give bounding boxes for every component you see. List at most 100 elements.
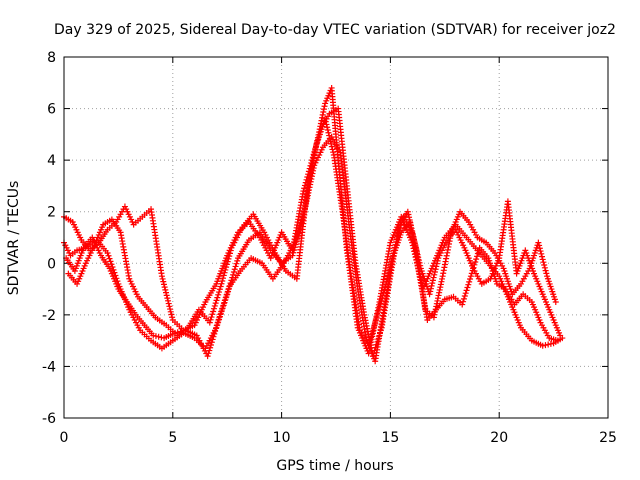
data-point-interp <box>409 232 416 239</box>
data-point <box>104 249 111 256</box>
data-point-interp <box>163 292 170 299</box>
data-point-interp <box>384 275 391 282</box>
data-point-interp <box>214 319 221 326</box>
data-point-interp <box>386 267 393 274</box>
y-tick-label: -4 <box>42 359 56 375</box>
y-tick-label: -2 <box>42 308 56 324</box>
data-point-interp <box>383 278 390 285</box>
data-point-interp <box>155 333 162 340</box>
data-point-interp <box>375 309 382 316</box>
data-point-interp <box>411 240 418 247</box>
x-tick-label: 10 <box>273 430 291 446</box>
data-point-interp <box>397 225 404 232</box>
data-point-interp <box>215 289 222 296</box>
data-point-interp <box>367 337 374 344</box>
data-point-interp <box>214 294 221 301</box>
data-point-interp <box>295 228 302 235</box>
data-point-interp <box>394 233 401 240</box>
chart-title: Day 329 of 2025, Sidereal Day-to-day VTE… <box>54 22 616 38</box>
data-point-interp <box>538 253 545 260</box>
data-point-interp <box>224 289 231 296</box>
data-point-interp <box>227 247 234 254</box>
x-tick-label: 5 <box>168 430 177 446</box>
data-point-interp <box>329 146 336 153</box>
data-point-interp <box>165 297 172 304</box>
data-point <box>374 311 381 318</box>
data-point-interp <box>379 294 386 301</box>
data-point-interp <box>169 314 176 321</box>
data-point-interp <box>413 248 420 255</box>
data-point-interp <box>472 258 479 265</box>
data-point-interp <box>225 255 232 262</box>
data-point-interp <box>211 302 218 309</box>
data-point-interp <box>212 300 219 307</box>
data-point-interp <box>167 308 174 315</box>
y-tick-label: 8 <box>47 50 56 66</box>
data-point-interp <box>538 250 545 257</box>
data-point-interp <box>106 255 113 262</box>
data-point-interp <box>372 317 379 324</box>
data-point-interp <box>429 277 436 284</box>
data-point-interp <box>398 222 405 229</box>
data-point-interp <box>433 263 440 270</box>
data-point-interp <box>319 111 326 118</box>
data-point-interp <box>215 291 222 298</box>
data-point-interp <box>161 284 168 291</box>
data-point-interp <box>220 303 227 310</box>
data-point <box>554 337 561 344</box>
data-point-interp <box>213 297 220 304</box>
data-point <box>365 342 372 349</box>
data-point <box>158 273 165 280</box>
data-point-interp <box>415 254 422 261</box>
data-point-interp <box>160 278 167 285</box>
data-point-interp <box>230 269 237 276</box>
data-point <box>539 342 546 349</box>
data-point-interp <box>325 129 332 136</box>
data-point-interp <box>366 339 373 346</box>
data-point-interp <box>429 280 436 287</box>
data-point-interp <box>216 286 223 293</box>
data-point-interp <box>416 259 423 266</box>
data-point-interp <box>219 305 226 312</box>
data-point-interp <box>385 272 392 279</box>
data-point-interp <box>205 350 212 357</box>
data-point-interp <box>207 342 214 349</box>
data-point-interp <box>413 246 420 253</box>
data-point-interp <box>415 257 422 264</box>
data-point-interp <box>110 266 117 273</box>
data-point-interp <box>323 121 330 128</box>
data-point-interp <box>475 247 482 254</box>
y-tick-label: 6 <box>47 102 56 118</box>
data-point-interp <box>371 320 378 327</box>
data-point-interp <box>428 282 435 289</box>
data-point-interp <box>368 334 375 341</box>
data-point <box>409 229 416 236</box>
data-point-interp <box>219 277 226 284</box>
y-tick-label: -6 <box>42 411 56 427</box>
data-point-interp <box>385 269 392 276</box>
data-point-interp <box>381 286 388 293</box>
data-point-interp <box>462 290 469 297</box>
data-point-interp <box>163 289 169 296</box>
x-tick-label: 25 <box>599 430 617 446</box>
y-tick-label: 4 <box>47 153 56 169</box>
data-point-interp <box>541 262 548 269</box>
data-point-interp <box>431 269 438 276</box>
data-point-interp <box>216 314 223 321</box>
data-point-interp <box>388 258 395 265</box>
data-point-interp <box>375 306 382 313</box>
y-axis-label: SDTVAR / TECUs <box>6 181 22 296</box>
data-point <box>322 115 329 122</box>
plot-frame <box>63 56 609 419</box>
data-point-interp <box>378 297 385 304</box>
data-point-interp <box>474 250 481 257</box>
data-point-interp <box>547 340 554 347</box>
data-point-interp <box>430 274 437 281</box>
data-point-interp <box>231 266 238 273</box>
data-point-interp <box>427 285 434 292</box>
data-point-interp <box>206 347 213 354</box>
data-point-interp <box>217 311 224 318</box>
data-point-interp <box>207 344 214 351</box>
data-point-interp <box>320 106 327 113</box>
